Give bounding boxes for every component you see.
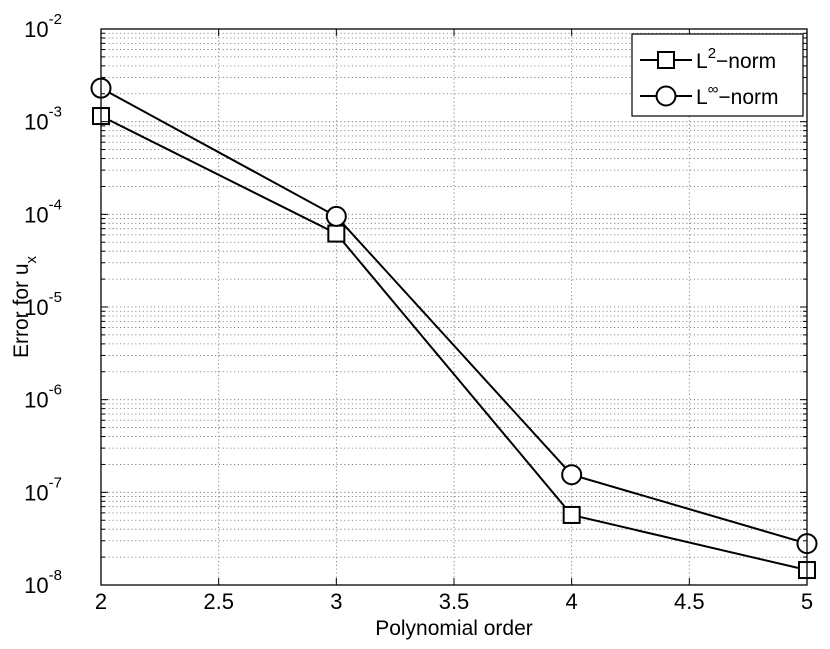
x-tick-label: 5 [801, 589, 813, 614]
x-tick-label: 2 [95, 589, 107, 614]
x-tick-label: 3 [330, 589, 342, 614]
legend: L2−norm L∞−norm [631, 33, 804, 117]
y-tick-label: 10-5 [24, 289, 62, 320]
y-axis-label: Error for ux [10, 255, 40, 358]
x-axis-label: Polynomial order [375, 617, 533, 640]
series-line-2 [100, 87, 808, 545]
axis-ticks: 2 2.5 3 3.5 4 4.5 5 10-8 10-7 10-6 10-5 10-4 10-3 10-… [24, 11, 813, 614]
square-marker [562, 505, 581, 524]
x-tick-label: 4 [566, 589, 578, 614]
y-tick-label: 10-7 [24, 474, 62, 505]
series-line-1 [100, 115, 808, 571]
grid [101, 29, 807, 585]
square-marker [327, 224, 346, 243]
legend-marker-square [657, 51, 675, 69]
y-tick-label: 10-8 [24, 567, 62, 598]
x-tick-label: 2.5 [203, 589, 234, 614]
circle-marker [561, 464, 583, 486]
x-tick-label: 4.5 [674, 589, 705, 614]
legend-label-l2: L2−norm [696, 45, 776, 73]
x-tick-label: 3.5 [439, 589, 470, 614]
legend-label-linf: L∞−norm [696, 81, 779, 109]
y-tick-label: 10-6 [24, 382, 62, 413]
y-tick-label: 10-3 [24, 104, 62, 135]
y-tick-label: 10-4 [24, 196, 62, 227]
legend-marker-circle [655, 85, 677, 107]
y-tick-label: 10-2 [24, 11, 62, 42]
circle-marker [325, 205, 347, 227]
series [90, 77, 818, 580]
